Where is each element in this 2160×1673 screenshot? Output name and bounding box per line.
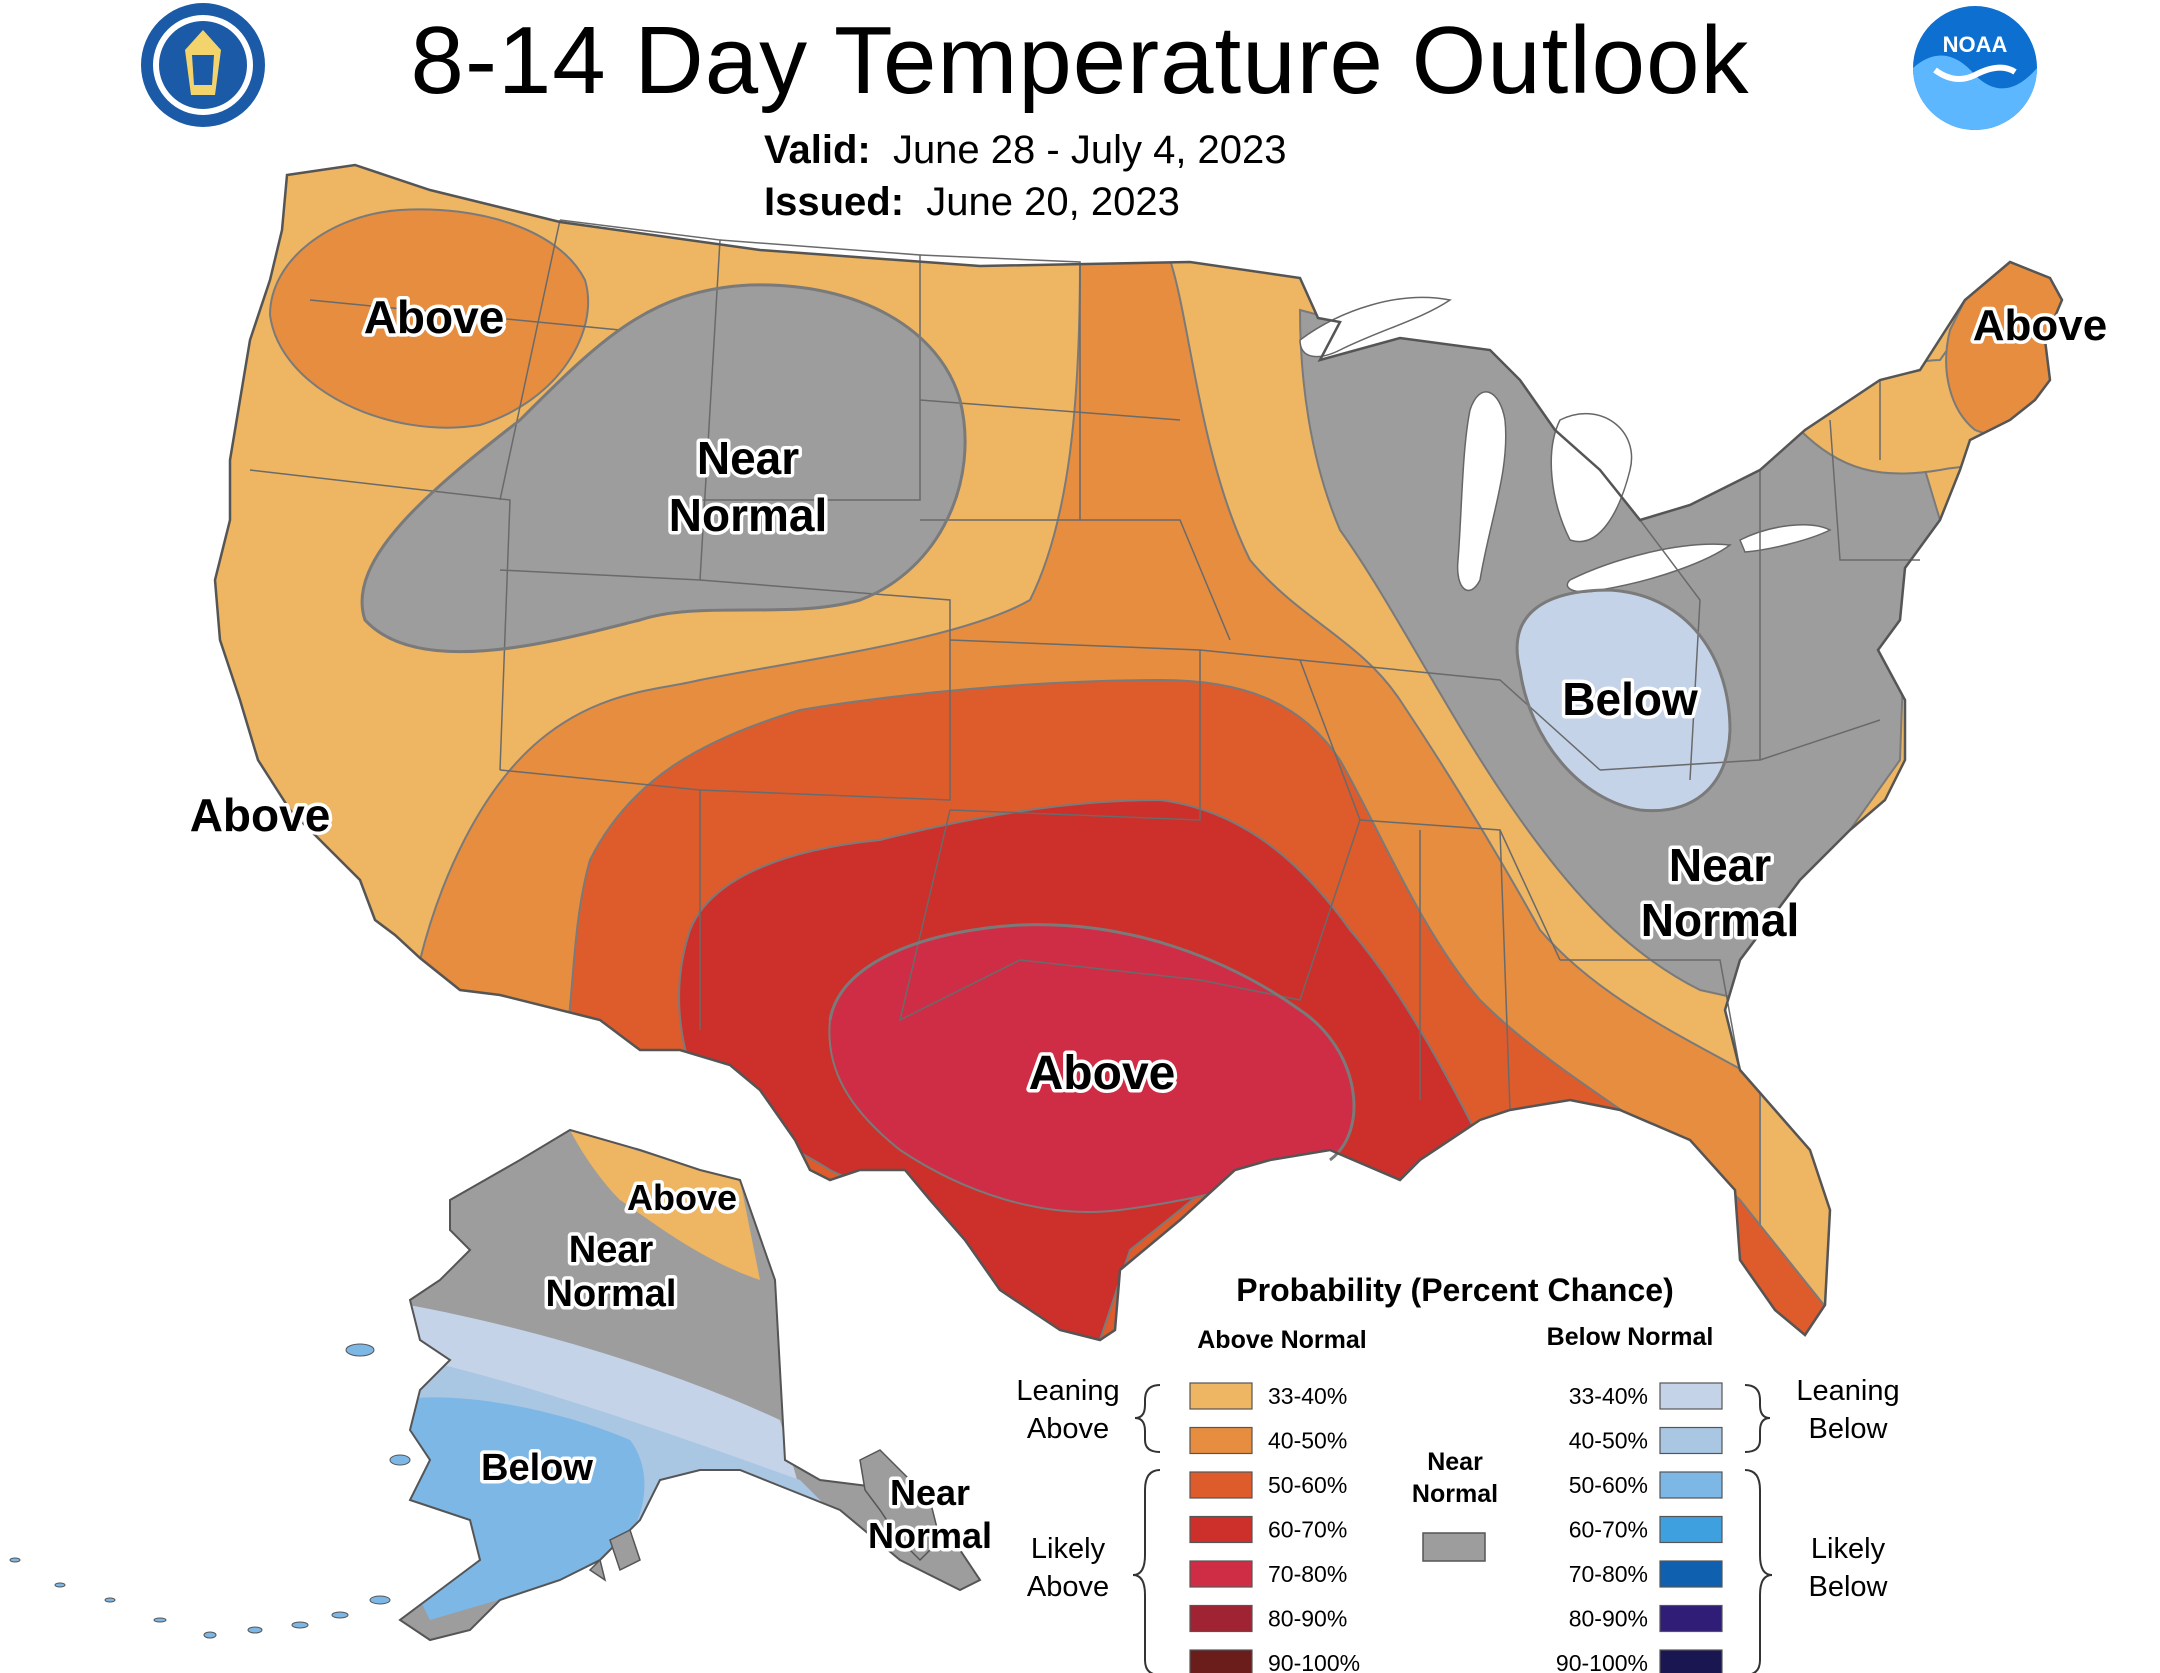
label-pacific-nw: Above xyxy=(364,291,505,343)
legend-below-swatch-2 xyxy=(1659,1471,1723,1499)
label-mountain-near: Near xyxy=(697,432,799,484)
legend-leaning-above-1: Leaning xyxy=(1016,1375,1119,1407)
aleutian-islands xyxy=(9,1343,411,1639)
legend-above-label-1: 40-50% xyxy=(1268,1428,1347,1454)
legend-likely-below-2: Below xyxy=(1809,1571,1889,1603)
legend-below-label-2: 50-60% xyxy=(1569,1472,1648,1498)
issued-line: Issued: June 20, 2023 xyxy=(764,180,1180,225)
legend-above-header: Above Normal xyxy=(1197,1326,1366,1354)
valid-value: June 28 - July 4, 2023 xyxy=(892,128,1287,172)
alaska-map xyxy=(9,1129,981,1641)
label-ohio-valley: Below xyxy=(1562,673,1698,725)
legend-near-header-1: Near xyxy=(1427,1448,1483,1476)
legend-above-swatch-0 xyxy=(1189,1382,1253,1410)
legend-likely-below-1: Likely xyxy=(1811,1533,1886,1565)
legend-below-swatch-3 xyxy=(1659,1515,1723,1544)
legend-below-label-5: 80-90% xyxy=(1569,1606,1648,1632)
legend-above-swatch-2 xyxy=(1189,1471,1253,1499)
legend-below-swatch-0 xyxy=(1659,1382,1723,1410)
legend-below-label-4: 70-80% xyxy=(1569,1561,1648,1587)
legend-below-header: Below Normal xyxy=(1547,1323,1714,1351)
legend-leaning-below-1: Leaning xyxy=(1796,1375,1899,1407)
legend-below-swatch-5 xyxy=(1659,1604,1723,1633)
legend-below-label-3: 60-70% xyxy=(1569,1517,1648,1543)
label-mountain-normal: Normal xyxy=(669,489,827,541)
legend-above-items: 33-40% 40-50% 50-60% 60-70% 70-80% 80-90% 90-1… xyxy=(1189,1382,1360,1673)
state-borders xyxy=(249,219,1920,1111)
legend-above-label-6: 90-100% xyxy=(1268,1650,1360,1673)
issued-value: June 20, 2023 xyxy=(926,180,1180,224)
legend-above-label-2: 50-60% xyxy=(1268,1472,1347,1498)
legend-above-swatch-5 xyxy=(1189,1604,1253,1633)
valid-line: Valid: June 28 - July 4, 2023 xyxy=(764,128,1287,173)
label-alaska-below: Below xyxy=(481,1447,593,1489)
commerce-seal-icon xyxy=(141,3,265,127)
label-alaska-near: Near xyxy=(569,1229,654,1271)
legend: Probability (Percent Chance) Above Norma… xyxy=(1016,1272,1900,1673)
legend-braces xyxy=(1132,1384,1773,1673)
legend-near-header-2: Normal xyxy=(1412,1480,1498,1508)
label-alaska-north: Above xyxy=(627,1177,737,1218)
label-alaska-normal: Normal xyxy=(546,1273,677,1315)
legend-likely-above-1: Likely xyxy=(1031,1533,1106,1565)
label-panhandle-near: Near xyxy=(890,1472,970,1513)
label-texas: Above xyxy=(1029,1047,1176,1100)
legend-below-label-0: 33-40% xyxy=(1569,1383,1648,1409)
alaska-islands xyxy=(588,1449,941,1582)
issued-label: Issued: xyxy=(764,180,905,224)
legend-leaning-below-2: Below xyxy=(1809,1413,1889,1445)
valid-label: Valid: xyxy=(764,128,871,172)
page-title: 8-14 Day Temperature Outlook xyxy=(410,7,1750,114)
legend-above-label-4: 70-80% xyxy=(1268,1561,1347,1587)
legend-above-swatch-6 xyxy=(1189,1649,1253,1673)
legend-title: Probability (Percent Chance) xyxy=(1236,1272,1673,1308)
legend-below-swatch-4 xyxy=(1659,1560,1723,1588)
contour-lines xyxy=(360,283,1732,1162)
zone-alaska-north-above xyxy=(570,1130,760,1280)
conus-map xyxy=(213,163,2064,1342)
zone-pacific-nw-40-50 xyxy=(268,208,590,429)
legend-below-label-6: 90-100% xyxy=(1556,1650,1648,1673)
legend-likely-above-2: Above xyxy=(1027,1571,1109,1603)
legend-swatch-near-normal xyxy=(1422,1532,1486,1562)
noaa-logo-text: NOAA xyxy=(1943,32,2008,57)
legend-above-swatch-3 xyxy=(1189,1515,1253,1544)
legend-below-swatch-6 xyxy=(1659,1649,1723,1673)
legend-above-swatch-4 xyxy=(1189,1560,1253,1588)
label-southeast-normal: Normal xyxy=(1641,894,1799,946)
legend-above-label-3: 60-70% xyxy=(1268,1517,1347,1543)
label-new-england: Above xyxy=(1973,301,2107,350)
legend-below-items: 33-40% 40-50% 50-60% 60-70% 70-80% 80-90% 90-1… xyxy=(1556,1382,1723,1673)
label-california: Above xyxy=(190,789,331,841)
legend-above-label-0: 33-40% xyxy=(1268,1383,1347,1409)
legend-above-swatch-1 xyxy=(1189,1426,1253,1455)
region-labels: Above Near Normal Above Above Below Near… xyxy=(186,288,2111,1560)
label-panhandle-normal: Normal xyxy=(868,1515,992,1556)
noaa-logo-icon: NOAA xyxy=(1913,6,2037,130)
label-southeast-near: Near xyxy=(1669,839,1771,891)
legend-leaning-above-2: Above xyxy=(1027,1413,1109,1445)
legend-above-label-5: 80-90% xyxy=(1268,1606,1347,1632)
legend-below-label-1: 40-50% xyxy=(1569,1428,1648,1454)
legend-below-swatch-1 xyxy=(1659,1426,1723,1455)
